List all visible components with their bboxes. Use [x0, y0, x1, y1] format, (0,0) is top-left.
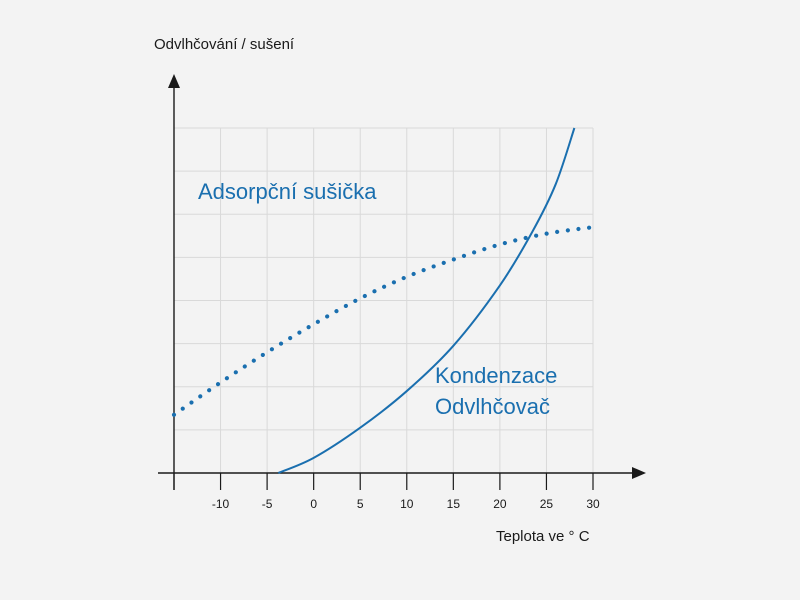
x-tick-label: -10 — [212, 497, 230, 511]
series-label-kondenzace-line2: Odvlhčovač — [435, 394, 550, 419]
x-tick-label: -5 — [262, 497, 273, 511]
x-tick-label: 20 — [493, 497, 507, 511]
x-tick-label: 25 — [540, 497, 554, 511]
x-tick-label: 30 — [586, 497, 600, 511]
series-line-kondenzace-odvlhcovac — [277, 127, 576, 474]
x-axis-arrow — [632, 467, 646, 479]
series-line-adsorpcni-susicka — [171, 225, 596, 417]
series-label-adsorpcni: Adsorpční sušička — [198, 179, 377, 204]
y-axis-arrow — [168, 74, 180, 88]
x-tick-label: 5 — [357, 497, 364, 511]
y-axis-title: Odvlhčování / sušení — [154, 36, 295, 53]
x-tick-label: 10 — [400, 497, 414, 511]
x-tick-label: 0 — [310, 497, 317, 511]
grid — [173, 127, 594, 473]
x-ticks: -10 -5 0 5 10 15 20 25 30 — [173, 473, 600, 511]
series-label-kondenzace-line1: Kondenzace — [435, 363, 557, 388]
x-tick-label: 15 — [447, 497, 461, 511]
x-axis-title: Teplota ve ° C — [496, 528, 590, 545]
series — [171, 127, 596, 474]
axes — [158, 74, 646, 490]
